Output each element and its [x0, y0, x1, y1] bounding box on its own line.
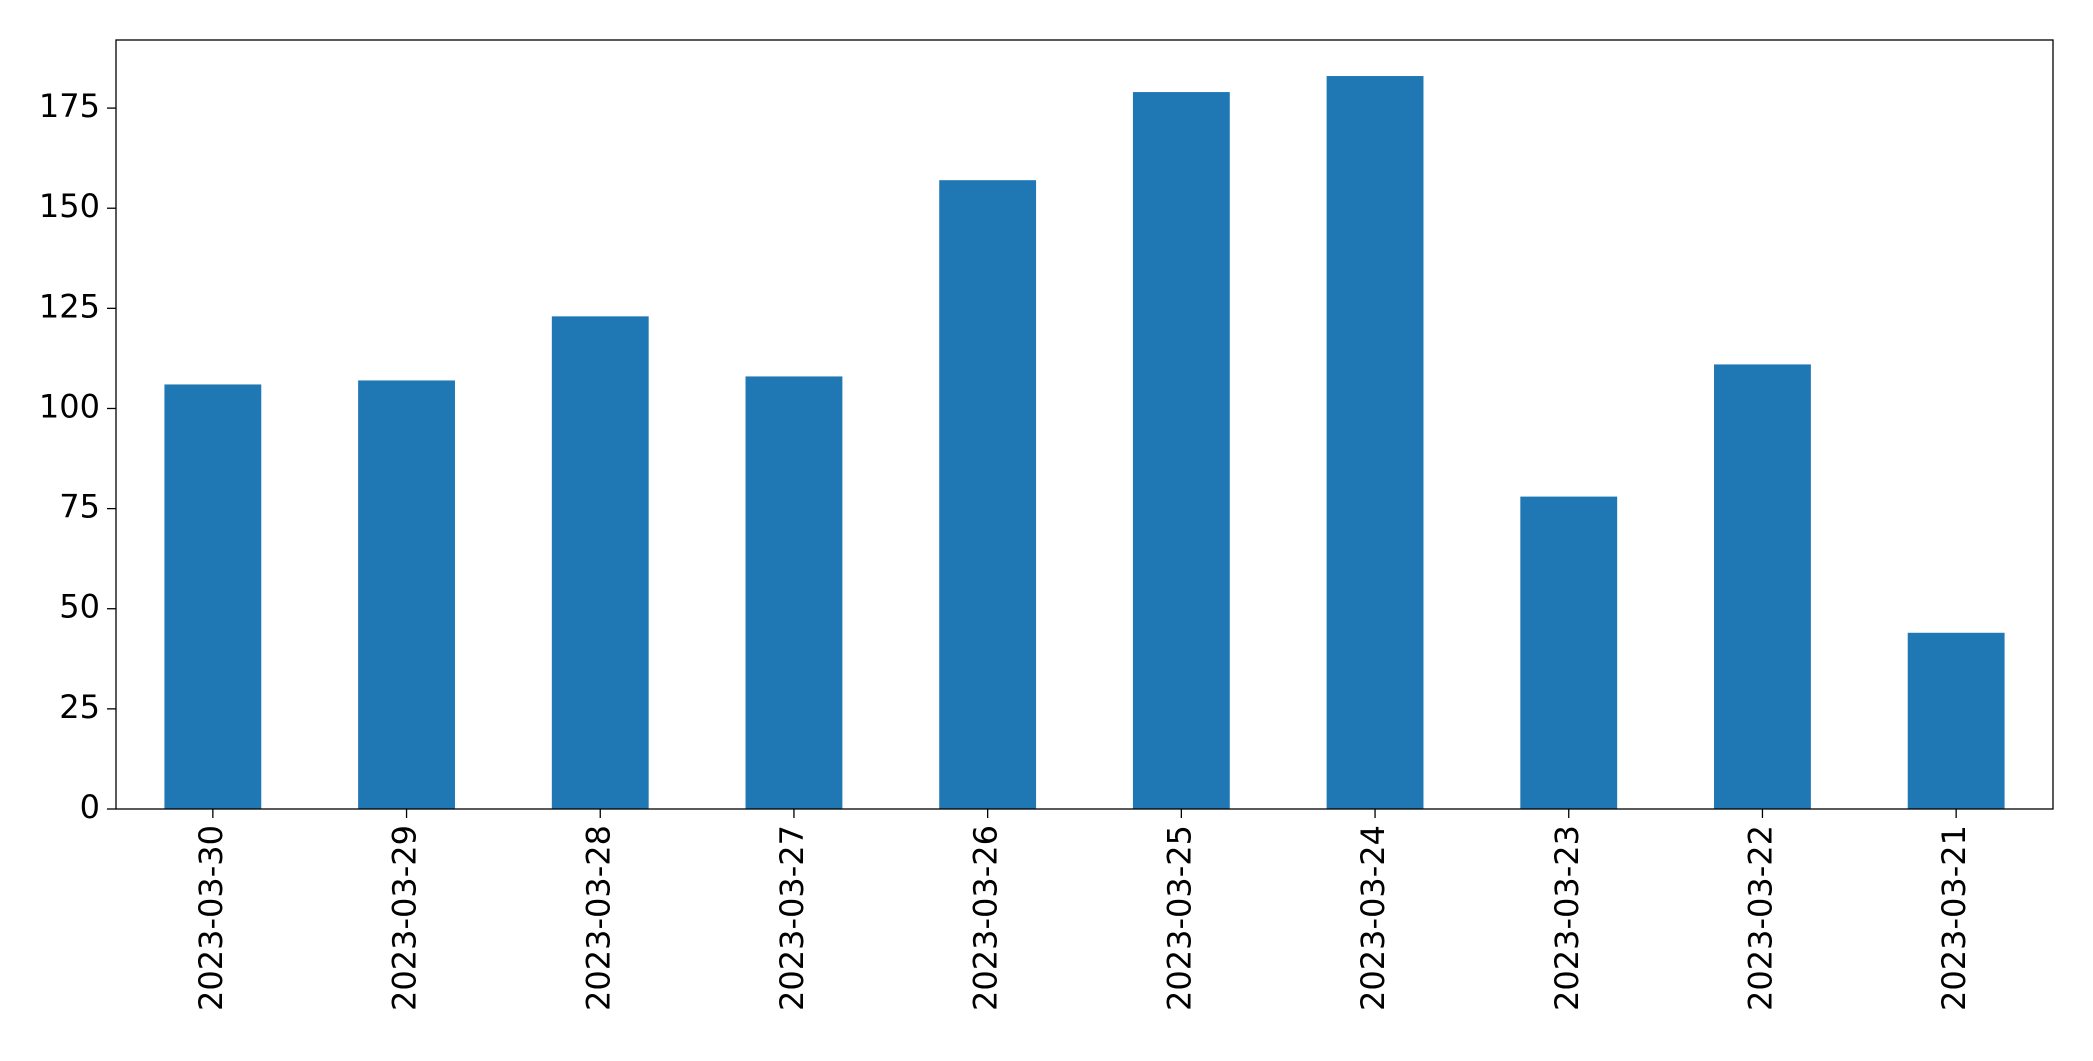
- x-tick-label: 2023-03-26: [967, 825, 1005, 1011]
- bar: [164, 384, 262, 809]
- bar: [1714, 364, 1811, 809]
- bar: [551, 316, 649, 809]
- bar: [1326, 76, 1424, 809]
- x-tick-label: 2023-03-21: [1935, 825, 1973, 1011]
- x-tick-label: 2023-03-23: [1548, 825, 1586, 1011]
- x-tick-label: 2023-03-27: [773, 825, 811, 1011]
- bar: [1907, 632, 2005, 809]
- x-tick-label: 2023-03-25: [1160, 825, 1198, 1011]
- y-tick-label: 50: [59, 588, 100, 626]
- x-tick-label: 2023-03-22: [1741, 825, 1779, 1011]
- x-tick-label: 2023-03-28: [579, 825, 617, 1011]
- plot-frame: [115, 39, 2054, 810]
- y-tick-label: 175: [39, 87, 100, 125]
- x-tick-label: 2023-03-30: [192, 825, 230, 1011]
- y-tick-label: 100: [39, 387, 100, 425]
- y-tick-label: 125: [39, 287, 100, 325]
- y-tick-label: 0: [80, 788, 100, 826]
- bar: [1520, 496, 1618, 809]
- y-tick-label: 75: [59, 488, 100, 526]
- y-tick-label: 150: [39, 187, 100, 225]
- y-tick-label: 25: [59, 688, 100, 726]
- bar: [358, 380, 455, 809]
- x-tick-label: 2023-03-24: [1354, 825, 1392, 1011]
- bar: [745, 376, 843, 809]
- x-tick-label: 2023-03-29: [386, 825, 424, 1011]
- bar: [1132, 92, 1230, 810]
- bar: [939, 180, 1037, 809]
